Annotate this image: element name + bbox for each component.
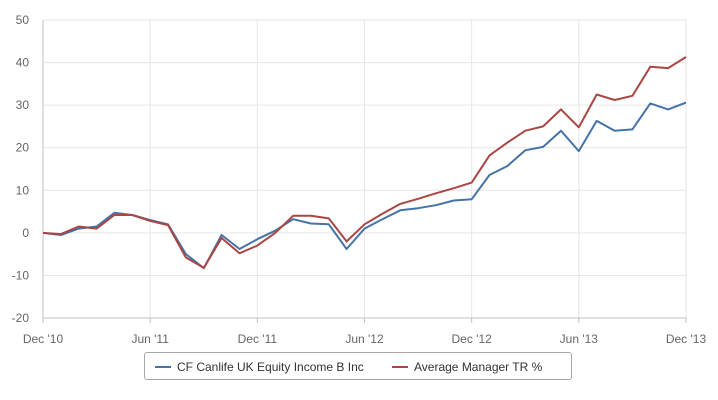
y-tick-label: -20	[12, 311, 30, 325]
y-tick-label: 10	[16, 183, 30, 197]
y-tick-label: 40	[16, 56, 30, 70]
y-tick-label: 30	[16, 98, 30, 112]
legend-item-series-2[interactable]: Average Manager TR %	[392, 359, 542, 375]
series-lines	[42, 56, 687, 270]
series-line-2[interactable]	[42, 56, 687, 269]
legend-label-series-1: CF Canlife UK Equity Income B Inc	[177, 360, 364, 374]
x-tick-label: Jun '13	[560, 332, 599, 346]
x-tick-label: Dec '10	[23, 332, 64, 346]
axes: 50 40 30 20 10 0 -10 -20 Dec '10 Jun '11 Dec '11 Ju…	[12, 13, 707, 346]
x-tick-label: Jun '11	[131, 332, 169, 346]
legend: CF Canlife UK Equity Income B Inc Averag…	[144, 352, 572, 380]
gridlines	[42, 19, 687, 319]
line-chart: 50 40 30 20 10 0 -10 -20 Dec '10 Jun '11 Dec '11 Ju…	[12, 13, 707, 346]
y-tick-label: 50	[16, 13, 30, 27]
y-tick-label: 0	[22, 226, 29, 240]
x-tick-label: Dec '13	[666, 332, 707, 346]
legend-swatch-series-1	[155, 366, 171, 368]
y-tick-label: 20	[16, 141, 30, 155]
legend-label-series-2: Average Manager TR %	[414, 360, 543, 374]
legend-item-series-1[interactable]: CF Canlife UK Equity Income B Inc	[155, 359, 364, 375]
x-tick-label: Dec '12	[452, 332, 493, 346]
x-tick-label: Jun '12	[345, 332, 384, 346]
x-tick-label: Dec '11	[238, 332, 278, 346]
y-tick-label: -10	[12, 268, 30, 282]
legend-swatch-series-2	[392, 366, 408, 368]
